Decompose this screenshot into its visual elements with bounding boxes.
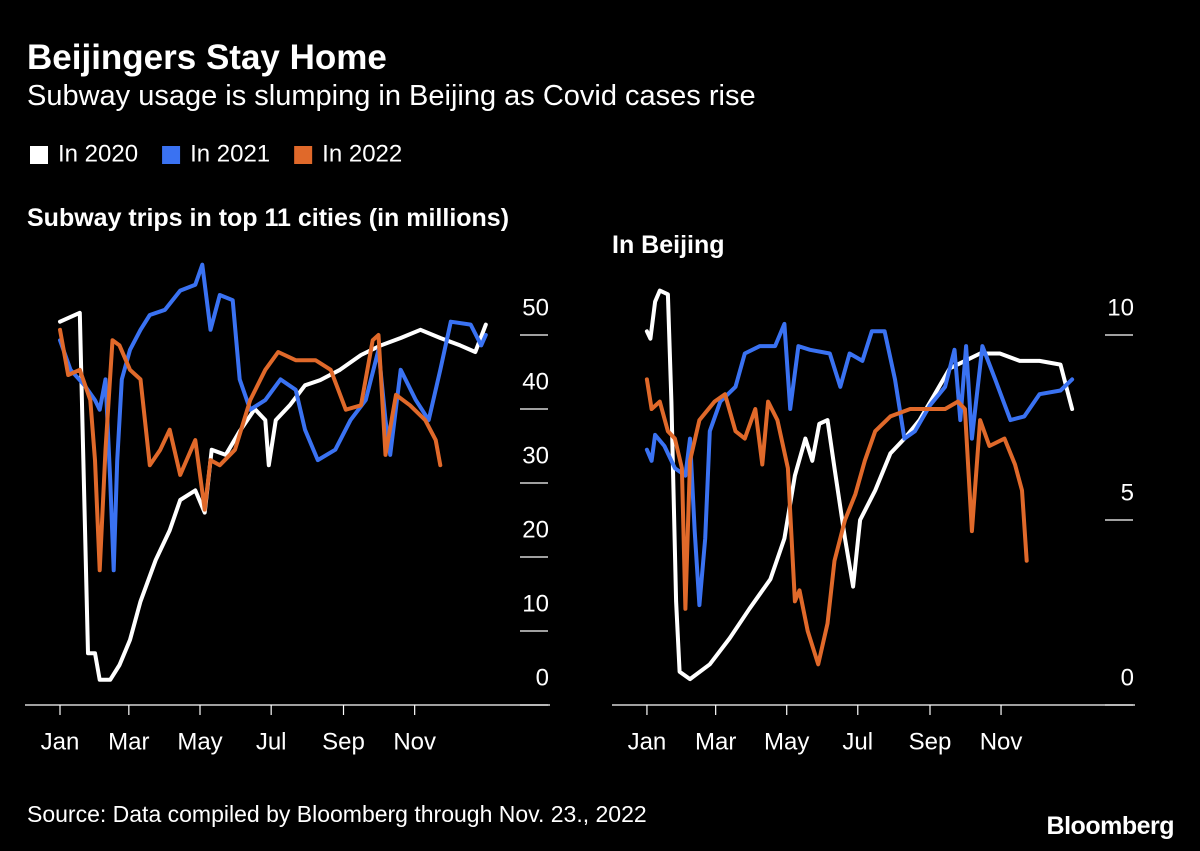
series-line	[644, 377, 1029, 667]
x-tick-label: Nov	[393, 728, 436, 755]
legend-swatch	[294, 146, 313, 164]
y-tick-label: 40	[522, 368, 549, 395]
x-tick-label: Sep	[909, 728, 952, 755]
legend-label: In 2020	[58, 140, 138, 167]
x-tick-label: Jul	[842, 728, 873, 755]
legend-swatch	[162, 146, 181, 164]
legend-label: In 2021	[190, 140, 270, 167]
y-tick-label: 30	[522, 442, 549, 469]
subtitle: Subway usage is slumping in Beijing as C…	[27, 80, 756, 112]
x-tick-label: Nov	[980, 728, 1023, 755]
legend-label: In 2022	[322, 140, 402, 167]
chart-title: In Beijing	[612, 231, 725, 259]
x-tick-label: Sep	[322, 728, 365, 755]
y-tick-label: 0	[1121, 664, 1134, 691]
title: Beijingers Stay Home	[27, 38, 387, 77]
x-tick-label: May	[764, 728, 809, 755]
x-tick-label: Mar	[695, 728, 736, 755]
series-line	[644, 321, 1075, 608]
y-tick-label: 20	[522, 516, 549, 543]
series-line	[58, 327, 443, 573]
legend-swatch	[30, 146, 48, 164]
x-tick-label: Mar	[108, 728, 149, 755]
x-tick-label: Jan	[41, 728, 80, 755]
y-tick-label: 0	[536, 664, 549, 691]
source: Source: Data compiled by Bloomberg throu…	[27, 801, 647, 827]
brand: Bloomberg	[1046, 812, 1175, 840]
x-tick-label: Jan	[628, 728, 667, 755]
chart-title: Subway trips in top 11 cities (in millio…	[27, 204, 510, 232]
y-tick-label: 10	[522, 590, 549, 617]
y-tick-label: 5	[1121, 479, 1134, 506]
y-tick-label: 10	[1107, 294, 1134, 321]
y-tick-label: 50	[522, 294, 549, 321]
series-line	[58, 262, 488, 573]
x-tick-label: Jul	[256, 728, 287, 755]
x-tick-label: May	[177, 728, 222, 755]
